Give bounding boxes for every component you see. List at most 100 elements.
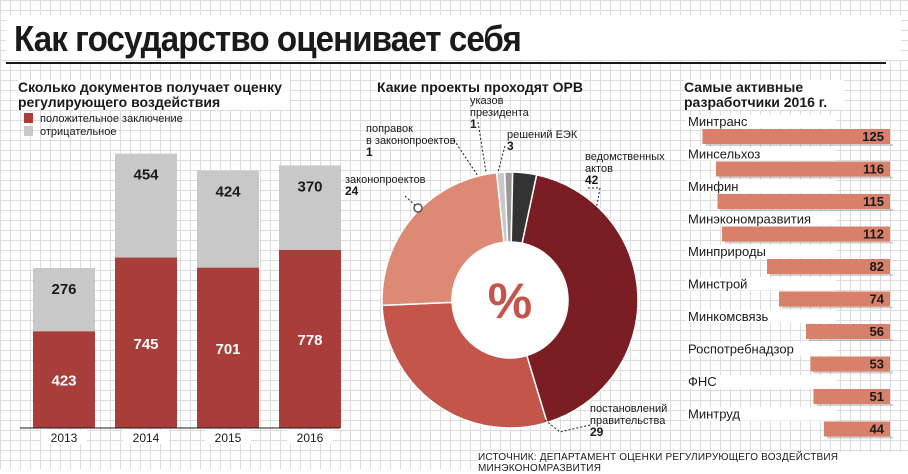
legend-swatch-0	[24, 113, 33, 123]
hbar-label-1: Минсельхоз	[688, 147, 760, 162]
hbar-label-bg-0	[686, 115, 836, 128]
slice-value-5: 3	[507, 139, 514, 153]
slice-label-0-0: ведомственных	[585, 151, 665, 163]
value-positive-2013: 423	[51, 373, 76, 390]
hbar-label-8: ФНС	[688, 374, 717, 389]
bar-positive-2014	[115, 257, 177, 428]
year-label-2013: 2013	[51, 431, 78, 445]
value-negative-2013: 276	[51, 281, 76, 298]
hbar-label-7: Роспотребнадзор	[688, 342, 794, 357]
hbar-value-6: 56	[870, 324, 884, 339]
hbar-value-9: 44	[870, 422, 885, 437]
hbar-shadow-4	[770, 274, 893, 276]
hbar-shadow-7	[813, 371, 893, 374]
developers-bar-chart: Минтранс 125 Минсельхоз 116 Минфин 115 Минэкон…	[686, 114, 893, 439]
hbar-label-5: Минстрой	[688, 277, 747, 292]
donut-center-label: %	[488, 273, 532, 329]
hbar-value-7: 53	[870, 357, 884, 372]
slice-label-4-1: президента	[470, 107, 530, 119]
year-bg-2013	[41, 430, 87, 444]
hbar-value-2: 115	[863, 194, 884, 209]
slice-value-2: 24	[345, 184, 359, 198]
hbar-label-bg-8	[686, 375, 836, 388]
bar-positive-2013	[33, 331, 95, 428]
hbar-shadow-5	[782, 306, 893, 309]
hbar-value-5: 74	[870, 292, 885, 307]
hbar-6	[806, 324, 890, 339]
hbar-shadow-6	[809, 339, 893, 341]
bar-positive-2016	[279, 249, 341, 428]
hbar-label-2: Минфин	[688, 179, 738, 194]
leader-line-4	[477, 121, 487, 173]
leader-line-0	[588, 187, 601, 211]
legend-swatch-1	[24, 126, 33, 136]
hbar-label-bg-5	[686, 277, 836, 291]
hbar-value-8: 51	[870, 389, 884, 404]
hbar-label-bg-2	[686, 180, 836, 193]
hbar-label-bg-3	[686, 212, 836, 226]
donut-slice-0	[521, 173, 639, 424]
slice-label-3-0: поправок	[366, 123, 413, 135]
hbar-shadow-2	[720, 209, 893, 211]
donut-slice-1	[381, 301, 548, 429]
hbar-0	[702, 129, 890, 144]
hbar-label-6: Минкомсвязь	[688, 309, 769, 324]
hbar-shadow-9	[827, 436, 893, 439]
hbar-shadow-0	[705, 144, 893, 146]
value-negative-2014: 454	[133, 167, 159, 184]
leader-line-3	[453, 139, 479, 177]
donut-chart-title: Какие проекты проходят ОРВ	[377, 79, 584, 95]
leader-line-2	[404, 195, 419, 209]
value-negative-2015: 424	[215, 184, 241, 201]
year-label-2014: 2014	[133, 431, 160, 445]
hbar-label-bg-1	[686, 147, 836, 161]
hbar-2	[717, 194, 890, 209]
hbar-5	[779, 291, 890, 307]
legend-label-0: положительное заключение	[40, 113, 183, 125]
slice-value-4: 1	[470, 117, 477, 131]
bar-negative-2013	[33, 268, 95, 332]
value-positive-2015: 701	[215, 341, 240, 358]
hbar-label-bg-4	[686, 245, 836, 258]
slice-label-3-1: в законопроектов	[366, 135, 456, 147]
hbar-3	[722, 226, 890, 242]
bar-chart-title: Сколько документов получает оценку регул…	[18, 80, 290, 110]
title-bar	[6, 15, 901, 60]
hbar-1	[716, 161, 890, 177]
hbar-label-9: Минтруд	[688, 407, 740, 422]
slice-label-1-1: правительства	[590, 415, 666, 427]
hbar-label-bg-9	[686, 407, 836, 421]
slice-label-4-0: указов	[470, 95, 504, 107]
slice-value-0: 42	[585, 173, 599, 187]
donut-hole	[453, 243, 567, 357]
hbar-shadow-1	[719, 176, 893, 179]
value-positive-2016: 778	[297, 332, 322, 349]
slice-label-2-0: законопроектов	[345, 174, 426, 186]
bar-positive-2015	[197, 267, 259, 428]
title-underline	[6, 62, 886, 64]
hbar-shadow-8	[816, 404, 893, 406]
leader-marker	[413, 203, 423, 213]
hbar-7	[810, 356, 890, 372]
donut-slice-5	[510, 171, 538, 245]
page-title: Как государство оценивает себя	[14, 18, 522, 59]
bar-negative-2014	[115, 153, 177, 258]
slice-value-1: 29	[590, 425, 604, 439]
year-label-2015: 2015	[215, 431, 242, 445]
year-bg-2015	[205, 430, 251, 444]
hbar-value-1: 116	[863, 162, 884, 177]
hbar-label-4: Минприроды	[688, 244, 766, 259]
year-label-2016: 2016	[297, 431, 324, 445]
slice-label-0-1: актов	[585, 163, 613, 175]
slice-value-3: 1	[366, 145, 373, 159]
hbar-label-0: Минтранс	[688, 114, 748, 129]
year-bg-2014	[123, 430, 169, 444]
source-note: ИСТОЧНИК: ДЕПАРТАМЕНТ ОЦЕНКИ РЕГУЛИРУЮЩЕ…	[478, 452, 908, 474]
slice-label-5-0: решений ЕЭК	[507, 129, 578, 141]
bar-negative-2016	[279, 165, 341, 250]
hbar-4	[767, 259, 890, 274]
hbar-9	[824, 421, 890, 437]
